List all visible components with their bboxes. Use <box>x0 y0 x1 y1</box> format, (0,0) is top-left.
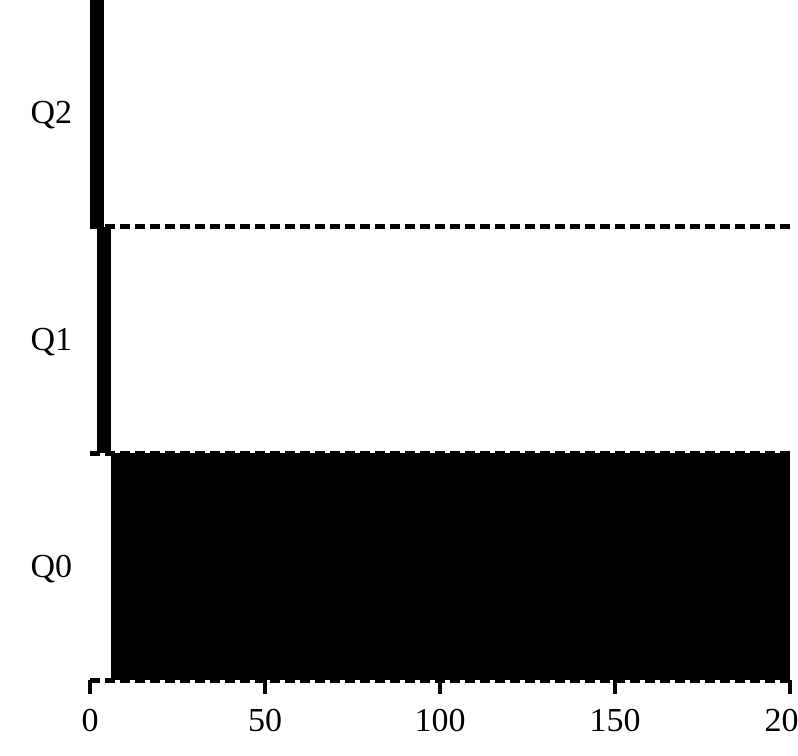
x-label: 200 <box>765 702 798 740</box>
bar-Q2 <box>90 0 104 227</box>
y-label-Q0: Q0 <box>30 548 72 586</box>
x-label: 150 <box>590 702 641 740</box>
y-label-Q2: Q2 <box>30 94 72 132</box>
x-tick <box>613 680 617 694</box>
grid-line <box>90 224 790 229</box>
x-label: 100 <box>415 702 466 740</box>
x-tick <box>438 680 442 694</box>
x-label: 50 <box>248 702 282 740</box>
x-tick <box>788 680 792 694</box>
y-label-Q1: Q1 <box>30 321 72 359</box>
gantt-chart: Q2 Q1 Q0 0 50 100 150 200 <box>0 0 798 756</box>
bar-Q0 <box>111 453 790 680</box>
bar-Q1 <box>97 227 111 454</box>
x-label: 0 <box>82 702 99 740</box>
x-tick <box>88 680 92 694</box>
x-tick <box>263 680 267 694</box>
